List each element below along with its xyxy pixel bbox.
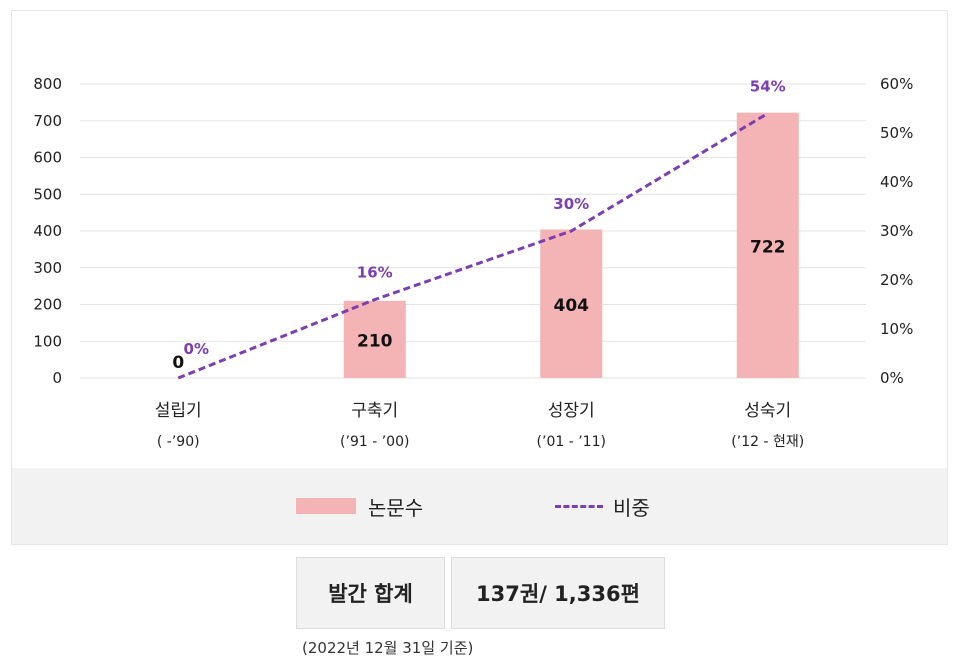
y2-tick-label: 10% [880,320,913,338]
legend-item-line: 비중 [555,468,650,544]
legend-line-label: 비중 [613,495,650,520]
legend-line-swatch [555,504,603,508]
bar-value-label: 404 [554,296,590,316]
legend: 논문수 비중 [12,468,947,544]
x-tick-label: 구축기 [351,401,398,421]
bar-value-label: 0 [172,353,184,373]
ratio-line [177,112,769,380]
y2-tick-label: 0% [880,369,904,387]
legend-bar-label: 논문수 [368,495,424,520]
y-tick-label: 300 [33,259,62,277]
legend-bar-swatch [296,498,356,514]
line-value-label: 0% [184,340,209,358]
x-tick-label: 설립기 [155,401,202,421]
summary-value: 137권/ 1,336편 [476,582,640,606]
y-tick-label: 700 [33,112,62,130]
y-tick-label: 500 [33,185,62,203]
y2-tick-label: 40% [880,173,913,191]
combo-chart: 0 100 200 300 400 500 600 700 800 0% 10% 20% 30% 40% 5… [33,75,913,450]
y-tick-label: 600 [33,149,62,167]
y-tick-label: 100 [33,332,62,350]
bar [540,229,603,378]
y-tick-label: 0 [52,369,62,387]
line-value-label: 16% [357,264,393,282]
x-tick-sublabel: (’91 - ’00) [340,434,409,450]
x-tick-sublabel: (’01 - ’11) [537,434,606,450]
legend-item-bar: 논문수 [296,468,423,544]
bar-value-label: 210 [357,331,393,351]
x-tick-sublabel: ( -’90) [157,434,200,450]
x-tick-sublabel: (’12 - 현재) [731,434,804,450]
summary-label-box: 발간 합계 [296,557,445,629]
y-tick-label: 400 [33,222,62,240]
y2-tick-label: 20% [880,271,913,289]
summary-label: 발간 합계 [328,582,413,606]
line-value-label: 30% [553,195,589,213]
summary-value-box: 137권/ 1,336편 [451,557,665,629]
bar [736,112,799,378]
y2-tick-label: 50% [880,124,913,142]
x-tick-label: 성장기 [548,401,595,421]
y2-tick-label: 60% [880,75,913,93]
y-tick-label: 800 [33,75,62,93]
y2-tick-label: 30% [880,222,913,240]
reference-date-note: (2022년 12월 31일 기준) [302,639,474,657]
bar-value-label: 722 [750,237,786,257]
bar [343,300,406,378]
x-tick-label: 성숙기 [744,401,791,421]
y-tick-label: 200 [33,296,62,314]
line-value-label: 54% [750,77,786,95]
